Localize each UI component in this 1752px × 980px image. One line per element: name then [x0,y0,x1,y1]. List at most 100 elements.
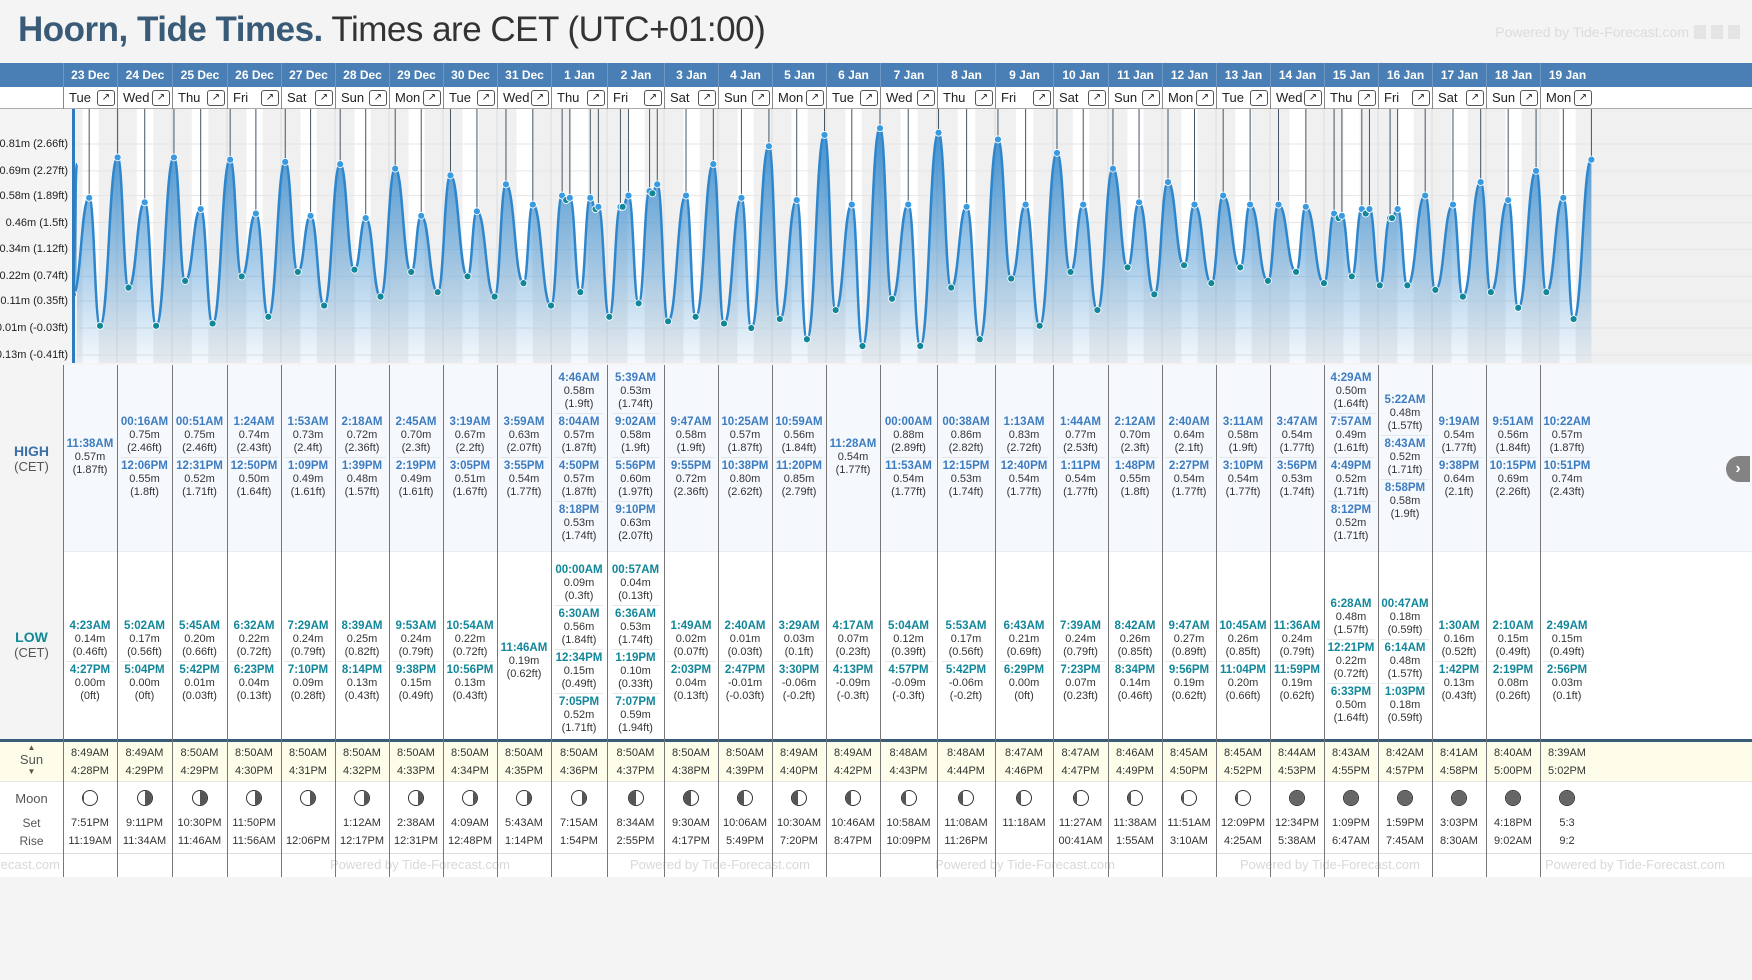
moonset-time: 4:18PM [1494,817,1532,829]
timezone-note: Times are CET (UTC+01:00) [331,10,766,49]
expand-day-button[interactable]: ↗ [806,90,824,106]
moon-phase-icon [571,790,587,806]
powered-by-text: Powered by Tide-Forecast.com [1495,24,1689,40]
expand-day-button[interactable]: ↗ [1142,90,1160,106]
low-tide-entry: 2:56PM 0.03m (0.1ft) [1543,662,1591,705]
high-tide-height-ft: (1.74ft) [618,398,653,410]
date-header: 29 Dec [389,63,443,87]
expand-day-button[interactable]: ↗ [698,90,716,106]
low-tide-height-ft: (-0.3ft) [836,690,870,702]
low-tide-point [747,324,756,332]
moon-shadow [255,791,261,805]
expand-day-button[interactable]: ↗ [1358,90,1376,106]
low-tide-cell: 9:53AM 0.24m (0.79ft) 9:38PM 0.15m (0.49ft) [389,618,443,705]
sun-times-cell: 8:50AM 4:29PM [172,744,227,780]
expand-day-button[interactable]: ↗ [1250,90,1268,106]
date-header: 8 Jan [937,63,995,87]
expand-day-button[interactable]: ↗ [1196,90,1214,106]
expand-day-button[interactable]: ↗ [1412,90,1430,106]
high-tide-point [1421,191,1430,200]
low-tide-cell: 11:36AM 0.24m (0.79ft) 11:59PM 0.19m (0.62ft) [1270,618,1324,705]
expand-icon: ↗ [1578,92,1588,103]
high-tide-height-m: 0.74m [1551,473,1583,485]
low-tide-point [618,202,627,211]
high-tide-time: 8:18PM [558,504,600,516]
expand-day-button[interactable]: ↗ [369,90,387,106]
date-header: 7 Jan [880,63,937,87]
high-tide-entry: 00:16AM 0.75m (2.46ft) [120,414,169,458]
high-tide-height-ft: (1.74ft) [561,530,597,542]
sunrise-time: 8:43AM [1332,747,1370,759]
next-days-button[interactable]: › [1726,456,1750,482]
low-tide-point [888,294,896,303]
expand-day-button[interactable]: ↗ [1033,90,1051,106]
high-tide-entry: 2:45AM 0.70m (2.3ft) [392,414,440,458]
high-tide-entry: 10:38PM 0.80m (2.62ft) [721,458,769,501]
moon-shadow [846,791,852,805]
low-tide-height-ft: (0.85ft) [1225,646,1261,658]
high-tide-entry: 5:56PM 0.60m (1.97ft) [611,458,660,502]
high-tide-time: 5:56PM [615,460,656,472]
expand-icon: ↗ [1146,92,1156,103]
column-divider [497,365,498,877]
high-tide-point [446,171,455,180]
low-tide-time: 1:19PM [615,652,656,664]
high-tide-cell: 4:46AM 0.58m (1.9ft) 8:04AM 0.57m (1.87ft) 4:5… [551,370,607,545]
low-tide-time: 5:53AM [945,620,987,632]
low-tide-point [519,279,528,288]
high-tide-point [1532,166,1540,175]
expand-day-button[interactable]: ↗ [644,90,662,106]
expand-icon: ↗ [373,92,383,103]
low-tide-height-ft: (0.79ft) [1063,646,1098,658]
sunrise-time: 8:50AM [235,747,273,759]
expand-day-button[interactable]: ↗ [1520,90,1538,106]
moon-shadow [144,791,152,805]
low-tide-height-m: 0.14m [1119,677,1151,689]
wave-logo-icon [1711,25,1723,39]
high-tide-point [653,180,662,189]
expand-day-button[interactable]: ↗ [975,90,993,106]
high-tide-height-ft: (2.43ft) [236,442,272,454]
low-tide-entry: 7:29AM 0.24m (0.79ft) [284,618,332,662]
expand-day-button[interactable]: ↗ [531,90,549,106]
expand-day-button[interactable]: ↗ [1088,90,1106,106]
moon-shadow [1344,791,1358,805]
moon-phase-icon [737,790,753,806]
low-tide-height-ft: (-0.2ft) [782,690,816,702]
low-tide-point [1066,268,1075,276]
moon-shadow [1506,791,1520,805]
moon-shadow [684,791,691,805]
sun-times-cell: 8:49AM 4:29PM [117,744,172,780]
y-axis-tick: 0.11m (0.35ft) [0,295,68,307]
expand-day-button[interactable]: ↗ [1466,90,1484,106]
expand-day-button[interactable]: ↗ [860,90,878,106]
low-tide-time: 10:54AM [446,620,494,632]
moon-shadow [1452,791,1466,805]
high-tide-point [1449,200,1457,209]
expand-day-button[interactable]: ↗ [587,90,605,106]
expand-day-button[interactable]: ↗ [261,90,279,106]
page-title: Hoorn, Tide Times. Times are CET (UTC+01… [18,10,766,50]
y-axis-tick: -0.13m (-0.41ft) [0,349,68,361]
expand-day-button[interactable]: ↗ [752,90,770,106]
expand-day-button[interactable]: ↗ [152,90,170,106]
expand-day-button[interactable]: ↗ [315,90,333,106]
low-tide-time: 6:29PM [1003,664,1045,676]
expand-day-button[interactable]: ↗ [477,90,495,106]
sunrise-time: 8:42AM [1386,747,1424,759]
low-tide-height-ft: (0.62ft) [1171,690,1207,702]
expand-day-button[interactable]: ↗ [207,90,225,106]
low-tide-time: 7:10PM [287,664,329,676]
sun-label[interactable]: ▲ Sun ▼ [0,743,63,777]
expand-icon: ↗ [979,92,989,103]
low-tide-height-m: 0.04m [238,677,270,689]
high-tide-entry: 8:18PM 0.53m (1.74ft) [555,502,603,545]
low-tide-point [648,189,657,198]
expand-day-button[interactable]: ↗ [1304,90,1322,106]
expand-day-button[interactable]: ↗ [423,90,441,106]
expand-day-button[interactable]: ↗ [97,90,115,106]
expand-day-button[interactable]: ↗ [1574,90,1592,106]
high-tide-point [306,211,315,220]
powered-by[interactable]: Powered by Tide-Forecast.com [1495,24,1740,40]
expand-day-button[interactable]: ↗ [917,90,935,106]
